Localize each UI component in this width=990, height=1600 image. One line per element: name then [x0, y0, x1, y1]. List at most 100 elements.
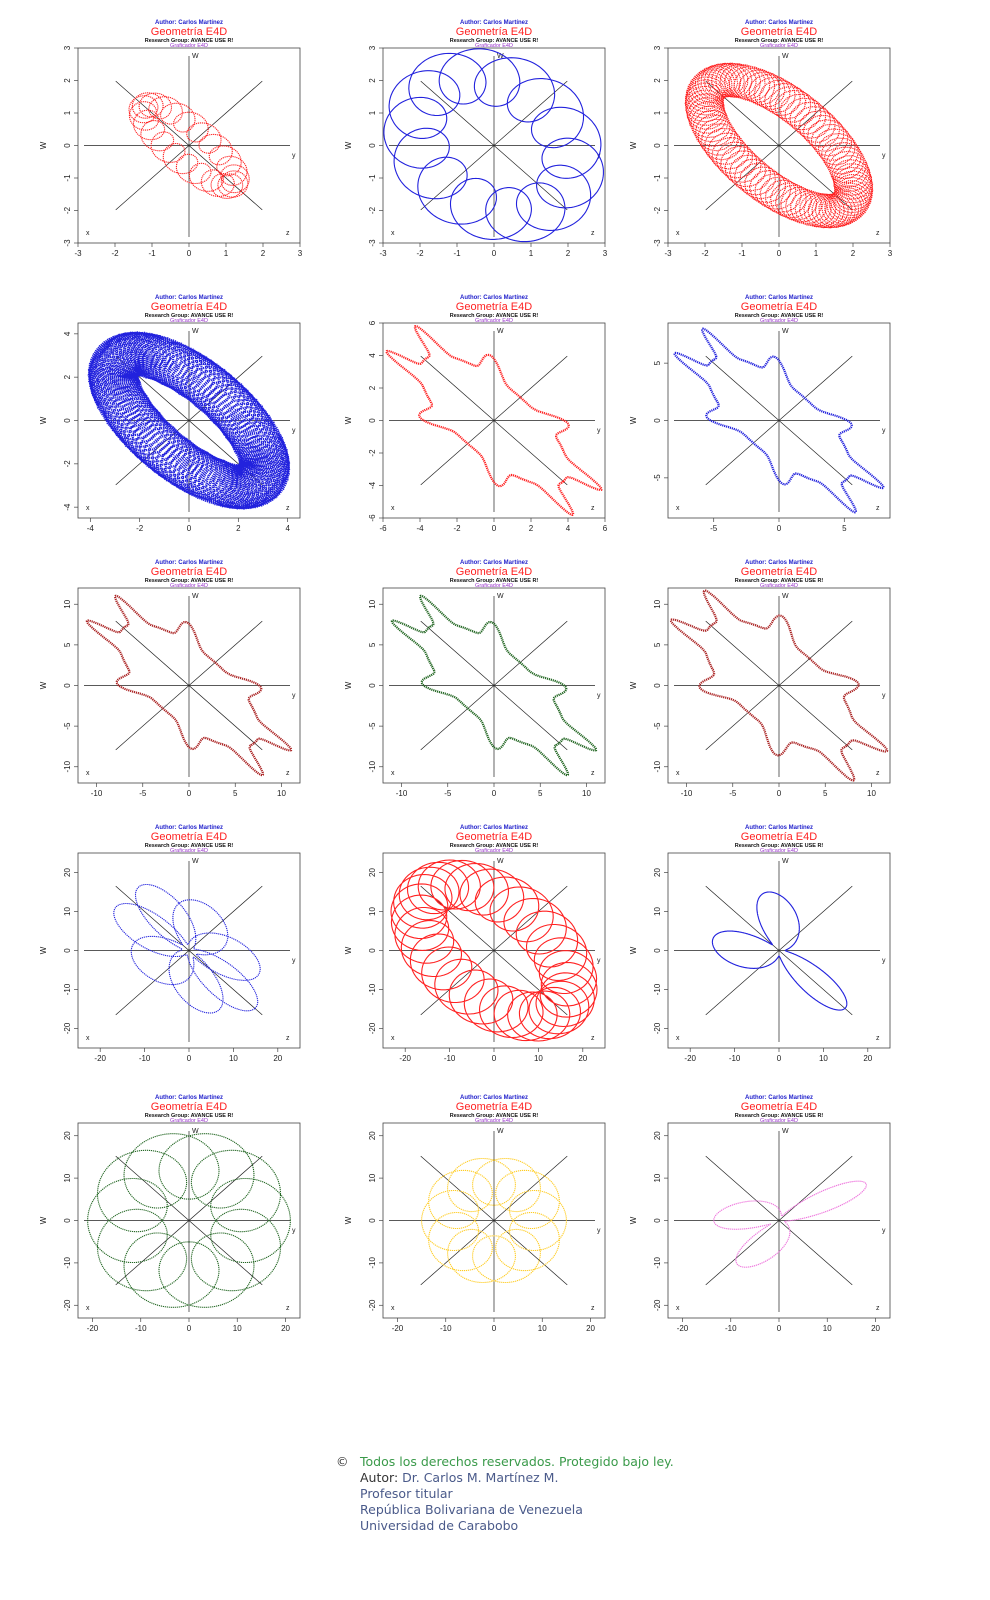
y-tick-label: 20	[368, 868, 377, 877]
x-tick-label: 2	[236, 524, 241, 533]
y-tick-label: -20	[368, 1022, 377, 1034]
y-axis-label: W	[629, 141, 638, 149]
chart-graficador: Graficador E4D	[760, 318, 798, 324]
y-tick-label: 20	[63, 868, 72, 877]
w-axis-label: W	[782, 593, 789, 600]
z-axis-end-label: z	[286, 1035, 290, 1042]
chart-author: Author: Carlos Martínez	[155, 825, 223, 831]
x-tick-label: 1	[814, 249, 819, 258]
axis-x	[115, 885, 263, 1016]
x-tick-label: 10	[229, 1054, 238, 1063]
y-tick-label: 1	[368, 110, 377, 115]
y-tick-label: 1	[653, 110, 662, 115]
x-tick-label: -5	[139, 789, 147, 798]
w-axis-label: W	[192, 1128, 199, 1135]
x-tick-label: -10	[725, 1324, 737, 1333]
chart-title: Geometría E4D	[151, 566, 227, 578]
w-axis-label: W	[782, 328, 789, 335]
data-series	[87, 331, 291, 510]
chart-group: Research Group: AVANCE USE R!	[735, 1113, 824, 1119]
chart-author: Author: Carlos Martínez	[155, 295, 223, 301]
y-tick-label: -6	[368, 514, 377, 522]
y-tick-label: -5	[653, 474, 662, 482]
axis-x	[420, 620, 568, 751]
x-tick-label: 10	[538, 1324, 547, 1333]
y-tick-label: 0	[63, 418, 72, 423]
y-tick-label: 10	[368, 599, 377, 608]
y-tick-label: -1	[63, 174, 72, 182]
x-axis-end-label: x	[86, 230, 90, 237]
y-axis-end-label: y	[597, 428, 601, 435]
y-axis-label: W	[629, 946, 638, 954]
chart-graficador: Graficador E4D	[475, 1118, 513, 1124]
w-axis-label: W	[192, 53, 199, 60]
y-tick-label: 0	[63, 948, 72, 953]
data-series	[421, 1157, 567, 1284]
x-tick-label: 0	[187, 1324, 192, 1333]
chart-title: Geometría E4D	[741, 301, 817, 313]
x-tick-label: 20	[578, 1054, 587, 1063]
axis-x	[420, 80, 568, 211]
chart-author: Author: Carlos Martínez	[745, 20, 813, 26]
z-axis-end-label: z	[286, 1305, 290, 1312]
y-tick-label: -2	[63, 460, 72, 468]
chart-author: Author: Carlos Martínez	[155, 20, 223, 26]
axis-x	[115, 80, 263, 211]
y-tick-label: -10	[63, 983, 72, 995]
y-axis-end-label: y	[597, 1228, 601, 1235]
y-tick-label: 0	[653, 1218, 662, 1223]
chart-author: Author: Carlos Martínez	[745, 295, 813, 301]
chart-graficador: Graficador E4D	[475, 848, 513, 854]
chart-graficador: Graficador E4D	[475, 318, 513, 324]
x-tick-label: 4	[285, 524, 290, 533]
x-tick-label: 10	[534, 1054, 543, 1063]
chart-title: Geometría E4D	[456, 1101, 532, 1113]
y-axis-label: W	[39, 946, 48, 954]
author-line: Autor: Dr. Carlos M. Martínez M.	[340, 1470, 940, 1486]
chart-title: Geometría E4D	[151, 301, 227, 313]
y-tick-label: 0	[63, 1218, 72, 1223]
y-axis-end-label: y	[292, 1228, 296, 1235]
y-tick-label: 5	[63, 642, 72, 647]
w-axis-label: W	[497, 858, 504, 865]
z-axis-end-label: z	[286, 770, 290, 777]
x-tick-label: 20	[273, 1054, 282, 1063]
x-tick-label: -1	[738, 249, 746, 258]
x-tick-label: 3	[888, 249, 893, 258]
country-line: República Bolivariana de Venezuela	[360, 1502, 583, 1517]
y-tick-label: -10	[368, 1257, 377, 1269]
x-tick-label: -1	[148, 249, 156, 258]
chart-title: Geometría E4D	[741, 26, 817, 38]
w-axis-label: W	[192, 858, 199, 865]
x-axis-end-label: x	[391, 1035, 395, 1042]
y-tick-label: -5	[368, 722, 377, 730]
x-tick-label: 5	[538, 789, 543, 798]
y-tick-label: 10	[368, 1173, 377, 1182]
x-tick-label: -10	[681, 789, 693, 798]
x-tick-label: 0	[492, 789, 497, 798]
y-tick-label: -5	[653, 722, 662, 730]
y-tick-label: -20	[653, 1022, 662, 1034]
data-series	[390, 594, 598, 777]
x-tick-label: 10	[867, 789, 876, 798]
x-tick-label: -5	[729, 789, 737, 798]
chart-group: Research Group: AVANCE USE R!	[450, 1113, 539, 1119]
axis-x	[420, 1155, 568, 1286]
y-tick-label: 10	[368, 907, 377, 916]
chart-group: Research Group: AVANCE USE R!	[145, 1113, 234, 1119]
x-axis-end-label: x	[676, 1035, 680, 1042]
y-tick-label: 20	[63, 1131, 72, 1140]
chart-author: Author: Carlos Martínez	[745, 825, 813, 831]
y-axis-label: W	[39, 141, 48, 149]
y-axis-label: W	[344, 1216, 353, 1224]
axis-x	[420, 885, 568, 1016]
y-tick-label: 20	[653, 1131, 662, 1140]
y-tick-label: -10	[63, 1257, 72, 1269]
